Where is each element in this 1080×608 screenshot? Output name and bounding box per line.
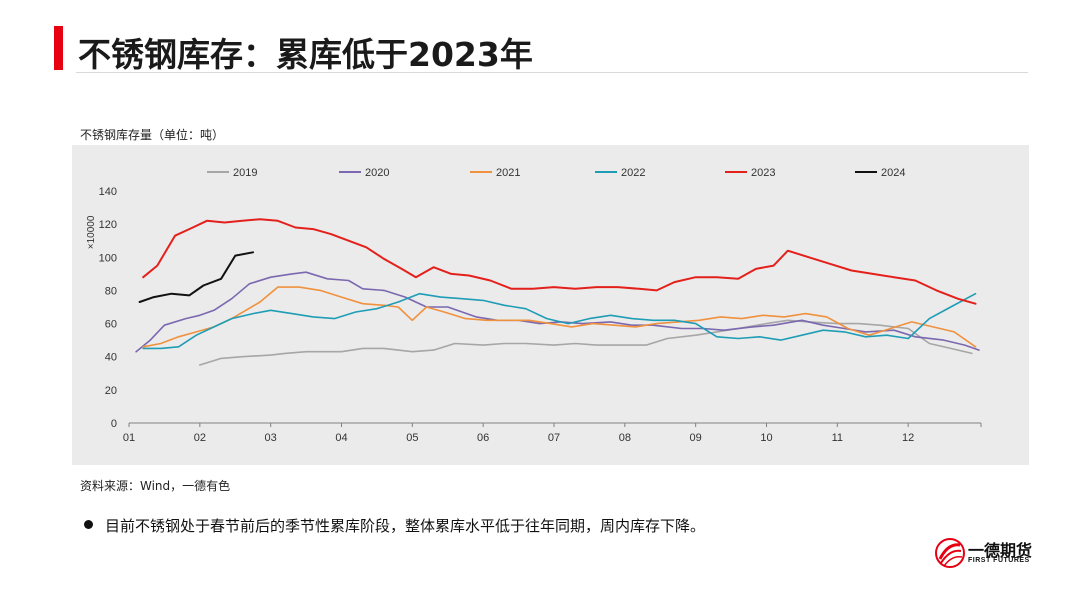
series-line-2021 [142, 286, 977, 348]
bullet-dot [84, 520, 93, 529]
legend-label-2020: 2020 [365, 167, 389, 179]
x-tick-label: 09 [690, 432, 702, 444]
x-tick-label: 03 [265, 432, 277, 444]
legend-label-2023: 2023 [751, 167, 775, 179]
title-divider [76, 72, 1028, 73]
y-tick-label: 140 [99, 186, 117, 198]
y-tick-label: 20 [105, 385, 117, 397]
y-tick-label: 40 [105, 352, 117, 364]
x-tick-label: 04 [335, 432, 347, 444]
title-accent-bar [54, 26, 63, 70]
inventory-line-chart: 01 02 03 04 05 06 07 08 09 10 11 120204060801001201… [72, 145, 1029, 465]
bullet-text: 目前不锈钢处于春节前后的季节性累库阶段，整体累库水平低于往年同期，周内库存下降。 [105, 517, 706, 535]
logo-mark-icon [935, 538, 965, 568]
x-tick-label: 11 [832, 432, 843, 444]
logo-name: 一德期货 [968, 541, 1033, 560]
series-line-2023 [142, 218, 977, 305]
x-tick-label: 05 [406, 432, 418, 444]
x-tick-label: 08 [619, 432, 631, 444]
y-tick-label: 80 [105, 285, 117, 297]
source-note: 资料来源：Wind，一德有色 [80, 479, 231, 493]
legend-label-2021: 2021 [496, 167, 520, 179]
legend-label-2024: 2024 [881, 167, 905, 179]
x-tick-label: 01 [123, 432, 135, 444]
x-tick-label: 07 [548, 432, 560, 444]
chart-area: 01 02 03 04 05 06 07 08 09 10 11 12 0 20 40 60 80 100 120 1… [72, 145, 1029, 465]
company-logo: 一德期货 FIRST FUTURES [934, 533, 1044, 573]
chart-title: 不锈钢库存量（单位：吨） [80, 128, 225, 142]
legend-label-2019: 2019 [233, 167, 257, 179]
y-tick-label: 120 [99, 219, 117, 231]
legend-label-2022: 2022 [621, 167, 645, 179]
y-tick-label: 0 [111, 418, 117, 430]
y-tick-label: 60 [105, 319, 117, 331]
logo-subtitle: FIRST FUTURES [968, 557, 1030, 564]
y-scale-label: ×10000 [86, 215, 97, 249]
series-line-2019 [199, 319, 973, 366]
x-tick-label: 02 [194, 432, 206, 444]
x-tick-label: 10 [760, 432, 772, 444]
series-line-2024 [138, 251, 254, 303]
x-tick-label: 12 [902, 432, 914, 444]
slide-title: 不锈钢库存：累库低于2023年 [78, 35, 533, 74]
plot-background [72, 145, 1029, 465]
y-tick-label: 100 [99, 252, 117, 264]
x-tick-label: 06 [477, 432, 489, 444]
bullet-item: 目前不锈钢处于春节前后的季节性累库阶段，整体累库水平低于往年同期，周内库存下降。 [84, 515, 705, 536]
series-line-2022 [142, 292, 977, 350]
